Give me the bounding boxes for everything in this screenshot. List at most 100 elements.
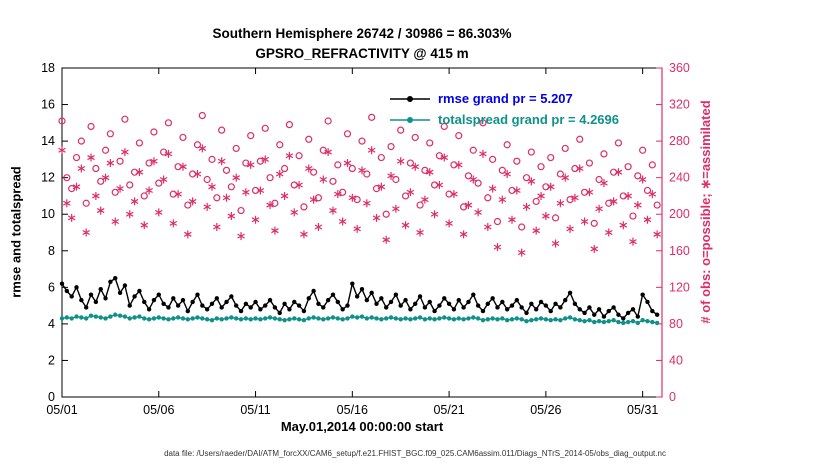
marker-assimilated-asterisk bbox=[169, 219, 178, 228]
marker-totalspread bbox=[480, 318, 486, 323]
marker-rmse bbox=[345, 303, 350, 308]
marker-rmse bbox=[495, 305, 500, 310]
marker-assimilated-asterisk bbox=[96, 206, 105, 215]
marker-totalspread bbox=[83, 316, 89, 321]
marker-totalspread bbox=[311, 315, 316, 320]
marker-totalspread bbox=[456, 316, 461, 321]
marker-totalspread bbox=[601, 319, 607, 325]
marker-rmse bbox=[132, 294, 137, 299]
marker-possible-circle bbox=[237, 206, 245, 215]
marker-rmse bbox=[64, 288, 70, 294]
marker-assimilated-asterisk bbox=[634, 201, 642, 210]
marker-rmse bbox=[533, 307, 539, 312]
marker-assimilated-asterisk bbox=[430, 210, 439, 219]
marker-possible-circle bbox=[542, 183, 550, 191]
marker-totalspread bbox=[64, 315, 70, 320]
x-tick-label: 05/26 bbox=[530, 403, 561, 417]
marker-rmse bbox=[456, 297, 461, 303]
marker-possible-circle bbox=[256, 157, 264, 165]
marker-rmse bbox=[185, 308, 191, 314]
marker-assimilated-asterisk bbox=[135, 168, 144, 177]
marker-totalspread bbox=[248, 317, 253, 322]
marker-rmse bbox=[616, 312, 621, 317]
marker-rmse bbox=[422, 305, 428, 310]
marker-assimilated-asterisk bbox=[280, 191, 289, 200]
marker-rmse bbox=[113, 275, 118, 281]
marker-assimilated-asterisk bbox=[600, 179, 608, 188]
marker-rmse bbox=[563, 297, 568, 303]
marker-possible-circle bbox=[193, 141, 202, 149]
marker-assimilated-asterisk bbox=[227, 212, 236, 221]
marker-totalspread bbox=[538, 316, 544, 321]
marker-possible-circle bbox=[329, 177, 337, 185]
marker-totalspread bbox=[495, 317, 500, 322]
marker-possible-circle bbox=[324, 117, 332, 125]
marker-assimilated-asterisk bbox=[653, 230, 661, 239]
marker-rmse bbox=[83, 305, 89, 310]
y-left-tick-label: 0 bbox=[48, 390, 55, 404]
marker-possible-circle bbox=[198, 111, 206, 120]
marker-possible-circle bbox=[208, 155, 216, 163]
marker-assimilated-asterisk bbox=[488, 184, 497, 193]
marker-assimilated-asterisk bbox=[614, 168, 623, 177]
marker-possible-circle bbox=[508, 186, 516, 195]
marker-rmse bbox=[567, 290, 573, 296]
marker-assimilated-asterisk bbox=[125, 210, 134, 219]
marker-rmse bbox=[379, 296, 384, 301]
marker-totalspread bbox=[625, 319, 631, 325]
marker-assimilated-asterisk bbox=[121, 148, 129, 157]
y-left-tick-label: 14 bbox=[41, 134, 55, 148]
marker-possible-circle bbox=[300, 203, 308, 211]
marker-assimilated-asterisk bbox=[387, 171, 395, 180]
marker-assimilated-asterisk bbox=[145, 186, 153, 195]
marker-rmse bbox=[572, 301, 578, 306]
marker-totalspread bbox=[146, 317, 152, 322]
marker-rmse bbox=[263, 303, 268, 308]
marker-assimilated-asterisk bbox=[314, 223, 323, 232]
marker-assimilated-asterisk bbox=[271, 226, 279, 235]
marker-possible-circle bbox=[571, 164, 579, 173]
marker-assimilated-asterisk bbox=[353, 224, 361, 233]
marker-rmse bbox=[630, 307, 636, 312]
marker-possible-circle bbox=[624, 163, 632, 171]
marker-rmse bbox=[446, 301, 452, 306]
marker-assimilated-asterisk bbox=[188, 197, 197, 206]
marker-rmse bbox=[509, 303, 515, 308]
marker-assimilated-asterisk bbox=[184, 230, 192, 239]
marker-possible-circle bbox=[169, 190, 177, 198]
marker-totalspread bbox=[316, 316, 321, 321]
marker-assimilated-asterisk bbox=[522, 202, 531, 211]
marker-possible-circle bbox=[227, 183, 235, 191]
marker-totalspread bbox=[427, 316, 432, 321]
marker-rmse bbox=[442, 296, 447, 301]
marker-rmse bbox=[195, 292, 200, 297]
marker-totalspread bbox=[263, 316, 268, 321]
marker-possible-circle bbox=[551, 214, 560, 222]
marker-possible-circle bbox=[643, 186, 652, 195]
marker-possible-circle bbox=[68, 185, 76, 193]
marker-totalspread bbox=[345, 316, 350, 321]
marker-possible-circle bbox=[503, 141, 511, 149]
marker-possible-circle bbox=[290, 181, 298, 189]
marker-rmse bbox=[480, 308, 486, 314]
marker-totalspread bbox=[413, 316, 418, 321]
marker-possible-circle bbox=[339, 188, 347, 196]
marker-rmse bbox=[451, 307, 457, 312]
marker-totalspread bbox=[219, 317, 224, 322]
marker-assimilated-asterisk bbox=[474, 208, 482, 217]
marker-rmse bbox=[538, 299, 544, 305]
marker-totalspread bbox=[243, 316, 249, 321]
marker-assimilated-asterisk bbox=[517, 248, 526, 257]
marker-totalspread bbox=[98, 315, 103, 320]
marker-possible-circle bbox=[397, 126, 405, 134]
marker-possible-circle bbox=[314, 194, 323, 202]
y-left-tick-label: 16 bbox=[41, 98, 55, 112]
legend-line-sample-totalspread bbox=[390, 116, 430, 123]
marker-rmse bbox=[79, 297, 84, 303]
marker-assimilated-asterisk bbox=[92, 191, 100, 200]
marker-rmse bbox=[601, 314, 607, 319]
y-left-tick-label: 12 bbox=[41, 171, 55, 185]
marker-totalspread bbox=[325, 316, 331, 321]
marker-assimilated-asterisk bbox=[561, 173, 570, 182]
marker-rmse bbox=[364, 297, 370, 303]
